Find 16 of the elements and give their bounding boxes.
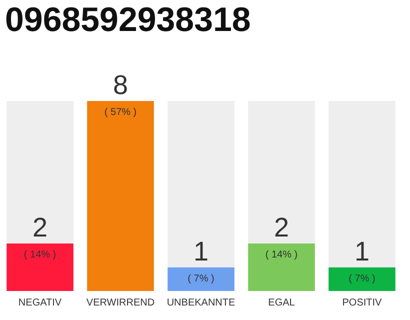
annotation: ( 7% ) [348,273,376,284]
annotation: ( 7% ) [188,273,214,284]
annotation: ( 14% ) [24,250,56,260]
x-tick-label: NEGATIV [18,298,62,308]
data-label: 2 [32,212,48,242]
chart-title: 0968592938318 [5,1,251,39]
x-tick-label: UNBEKANNTE [166,298,236,308]
data-label: 2 [274,212,290,242]
x-tick-label: VERWIRREND [86,298,155,308]
data-label: 8 [112,70,128,100]
annotation: ( 57% ) [104,107,137,118]
data-label: 1 [193,236,209,266]
x-tick-label: POSITIV [342,298,382,308]
x-tick-label: EGAL [268,298,296,308]
annotation: ( 14% ) [265,250,298,260]
data-label: 1 [354,236,370,266]
